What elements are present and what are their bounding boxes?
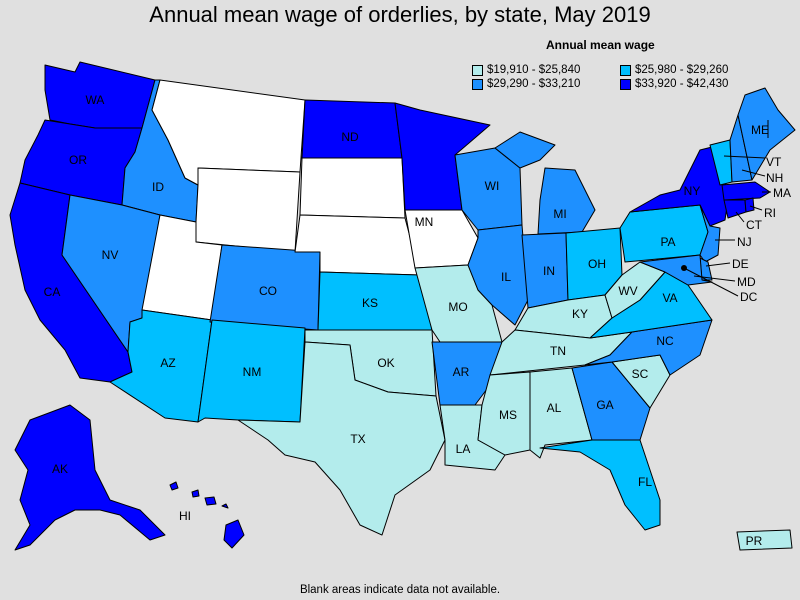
label-ID: ID — [152, 180, 164, 194]
legend-item-4: $33,920 - $42,430 — [620, 78, 728, 90]
label-GA: GA — [596, 398, 613, 412]
label-MD: MD — [737, 275, 756, 289]
label-VT: VT — [766, 155, 782, 169]
label-ND: ND — [341, 130, 359, 144]
state-AR[interactable] — [431, 341, 503, 406]
state-SD[interactable] — [299, 157, 406, 219]
label-MI: MI — [553, 207, 566, 221]
label-VA: VA — [662, 291, 677, 305]
state-NJ[interactable] — [699, 204, 721, 263]
label-NV: NV — [102, 248, 119, 262]
legend-label: $33,920 - $42,430 — [635, 78, 729, 90]
label-KY: KY — [572, 307, 588, 321]
label-SC: SC — [632, 367, 649, 381]
label-MN: MN — [415, 215, 434, 229]
legend-swatch — [620, 64, 631, 76]
label-HI: HI — [179, 509, 191, 523]
legend-swatch — [620, 78, 631, 90]
label-OH: OH — [588, 257, 606, 271]
label-MA: MA — [773, 186, 791, 200]
legend-item-2: $25,980 - $29,260 — [620, 64, 728, 76]
label-MO: MO — [448, 300, 467, 314]
label-CA: CA — [44, 285, 61, 299]
legend-swatch — [472, 64, 483, 76]
label-AZ: AZ — [160, 356, 175, 370]
state-PR[interactable] — [736, 529, 793, 551]
label-NJ: NJ — [737, 235, 752, 249]
label-ME: ME — [751, 123, 769, 137]
label-TX: TX — [350, 432, 365, 446]
label-RI: RI — [764, 206, 776, 220]
label-NC: NC — [656, 334, 674, 348]
label-OR: OR — [69, 153, 87, 167]
label-IL: IL — [501, 270, 511, 284]
label-DE: DE — [732, 257, 749, 271]
label-PA: PA — [660, 235, 675, 249]
state-PA[interactable] — [619, 204, 709, 263]
legend-label: $25,980 - $29,260 — [635, 64, 729, 76]
state-AK[interactable] — [14, 404, 166, 551]
label-AR: AR — [453, 365, 470, 379]
label-IN: IN — [543, 264, 555, 278]
label-WA: WA — [86, 93, 105, 107]
state-TX[interactable] — [237, 341, 446, 536]
label-AL: AL — [547, 401, 562, 415]
state-MA[interactable] — [721, 181, 771, 201]
label-NM: NM — [243, 365, 262, 379]
label-DC: DC — [740, 290, 758, 304]
state-FL[interactable] — [539, 439, 661, 531]
footnote: Blank areas indicate data not available. — [299, 584, 501, 596]
label-KS: KS — [362, 296, 378, 310]
label-CT: CT — [746, 218, 763, 232]
label-OK: OK — [377, 356, 394, 370]
legend-title: Annual mean wage — [546, 38, 655, 52]
label-LA: LA — [456, 442, 471, 456]
label-WI: WI — [485, 179, 500, 193]
state-CT[interactable] — [723, 199, 747, 219]
legend-label: $19,910 - $25,840 — [487, 64, 581, 76]
state-RI[interactable] — [744, 197, 755, 213]
map-title: Annual mean wage of orderlies, by state,… — [149, 2, 651, 27]
state-ND[interactable] — [301, 99, 403, 159]
legend-swatch — [472, 78, 483, 90]
label-NY: NY — [684, 184, 701, 198]
label-MS: MS — [499, 408, 517, 422]
label-WV: WV — [618, 284, 637, 298]
label-NH: NH — [766, 171, 783, 185]
label-leaders — [683, 120, 771, 297]
state-HI[interactable] — [169, 481, 245, 549]
legend-item-1: $19,910 - $25,840 — [472, 64, 580, 76]
label-PR: PR — [746, 534, 763, 548]
legend-label: $29,290 - $33,210 — [487, 78, 581, 90]
label-AK: AK — [52, 462, 68, 476]
state-WY[interactable] — [195, 167, 301, 253]
label-CO: CO — [259, 284, 277, 298]
state-NC[interactable] — [584, 319, 713, 376]
label-TN: TN — [550, 344, 566, 358]
legend-item-3: $29,290 - $33,210 — [472, 78, 580, 90]
label-FL: FL — [638, 475, 652, 489]
